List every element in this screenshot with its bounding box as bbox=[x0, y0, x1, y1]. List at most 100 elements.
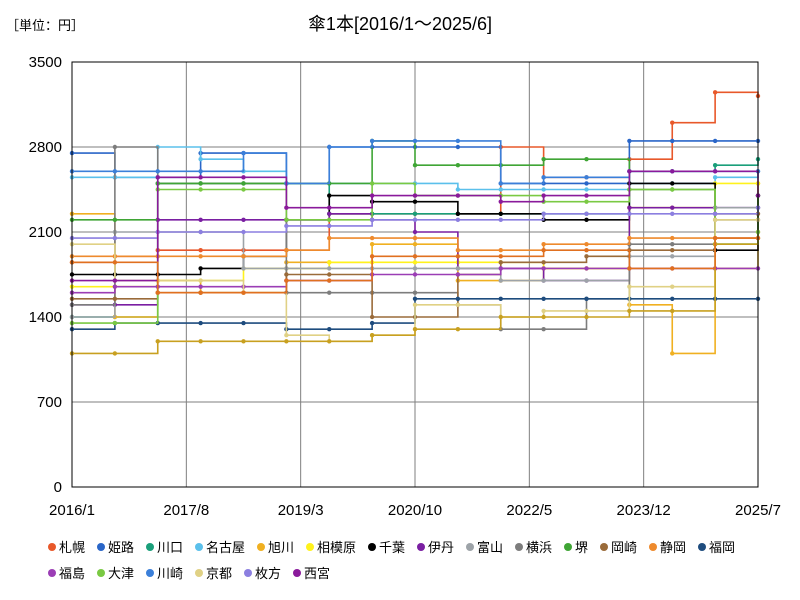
y-tick-label: 0 bbox=[54, 479, 62, 496]
data-point bbox=[284, 217, 289, 223]
data-point bbox=[584, 308, 589, 314]
data-point bbox=[584, 199, 589, 204]
data-point bbox=[241, 150, 246, 156]
data-point bbox=[541, 260, 546, 265]
data-point bbox=[412, 290, 418, 295]
data-point bbox=[412, 302, 418, 308]
x-tick-label: 2016/1 bbox=[49, 502, 95, 519]
data-point bbox=[327, 290, 332, 295]
data-point bbox=[498, 266, 503, 271]
data-point bbox=[455, 138, 461, 144]
chart-title: 傘1本[2016/1～2025/6] bbox=[308, 14, 492, 34]
data-point bbox=[327, 144, 332, 150]
data-point bbox=[412, 254, 418, 259]
data-point bbox=[241, 339, 246, 344]
data-point bbox=[670, 296, 675, 301]
data-point bbox=[198, 229, 203, 235]
legend-marker bbox=[244, 569, 252, 577]
data-point bbox=[670, 235, 675, 241]
data-point bbox=[241, 229, 246, 235]
data-point bbox=[241, 217, 246, 223]
data-point bbox=[198, 181, 203, 186]
data-point bbox=[541, 314, 546, 320]
data-point bbox=[670, 211, 675, 216]
data-point bbox=[112, 351, 118, 356]
data-point bbox=[198, 187, 203, 192]
legend-label: 千葉 bbox=[379, 540, 405, 555]
data-point bbox=[670, 266, 675, 271]
legend-marker bbox=[97, 569, 105, 577]
data-point bbox=[498, 278, 503, 283]
data-point bbox=[198, 339, 203, 344]
legend-label: 福島 bbox=[59, 566, 85, 581]
data-point bbox=[198, 266, 203, 271]
data-point bbox=[670, 308, 675, 314]
data-point bbox=[498, 248, 503, 253]
data-point bbox=[455, 266, 461, 271]
data-point bbox=[198, 217, 203, 223]
data-point bbox=[412, 193, 418, 198]
legend-label: 西宮 bbox=[304, 566, 330, 581]
y-tick-label: 2100 bbox=[29, 224, 62, 241]
data-point bbox=[712, 217, 718, 223]
data-point bbox=[112, 278, 118, 283]
data-point bbox=[712, 235, 718, 241]
series-unlabeled-21 bbox=[69, 235, 761, 295]
legend-marker bbox=[306, 543, 314, 551]
data-point bbox=[541, 241, 546, 247]
data-point bbox=[455, 163, 461, 168]
data-point bbox=[112, 217, 118, 223]
data-point bbox=[455, 326, 461, 332]
data-point bbox=[584, 175, 589, 180]
data-point bbox=[455, 248, 461, 253]
data-point bbox=[112, 235, 118, 241]
x-tick-label: 2017/8 bbox=[163, 502, 209, 519]
data-point bbox=[498, 217, 503, 223]
y-tick-label: 1400 bbox=[29, 309, 62, 326]
x-tick-label: 2025/7 bbox=[735, 502, 781, 519]
data-point bbox=[541, 248, 546, 253]
legend-label: 静岡 bbox=[660, 540, 686, 555]
data-point bbox=[584, 217, 589, 223]
data-point bbox=[369, 235, 375, 241]
data-point bbox=[198, 169, 203, 174]
data-point bbox=[198, 284, 203, 289]
data-point bbox=[369, 333, 375, 338]
data-point bbox=[627, 235, 632, 241]
data-point bbox=[369, 181, 375, 186]
data-point bbox=[584, 248, 589, 253]
data-point bbox=[712, 175, 718, 180]
data-point bbox=[412, 235, 418, 241]
data-point bbox=[541, 175, 546, 180]
x-tick-label: 2019/3 bbox=[278, 502, 324, 519]
data-point bbox=[112, 260, 118, 265]
data-point bbox=[369, 138, 375, 144]
data-point bbox=[584, 241, 589, 247]
data-point bbox=[284, 333, 289, 338]
data-point bbox=[241, 254, 246, 259]
legend-marker bbox=[698, 543, 706, 551]
legend-label: 旭川 bbox=[268, 540, 294, 555]
legend-marker bbox=[195, 569, 203, 577]
data-point bbox=[327, 326, 332, 332]
y-tick-label: 2800 bbox=[29, 139, 62, 156]
y-axis: 0 700 1400 2100 2800 3500 bbox=[29, 54, 62, 496]
legend-label: 姫路 bbox=[108, 540, 134, 555]
data-point bbox=[670, 254, 675, 259]
data-point bbox=[670, 351, 675, 356]
data-point bbox=[584, 266, 589, 271]
legend-label: 札幌 bbox=[59, 540, 85, 555]
data-point bbox=[327, 205, 332, 210]
series-line bbox=[72, 207, 759, 239]
y-tick-label: 3500 bbox=[29, 54, 62, 71]
data-point bbox=[584, 156, 589, 162]
data-point bbox=[112, 169, 118, 174]
data-point bbox=[670, 205, 675, 210]
data-point bbox=[412, 260, 418, 265]
data-point bbox=[327, 193, 332, 198]
data-point bbox=[198, 290, 203, 295]
data-point bbox=[112, 320, 118, 326]
data-point bbox=[455, 187, 461, 192]
